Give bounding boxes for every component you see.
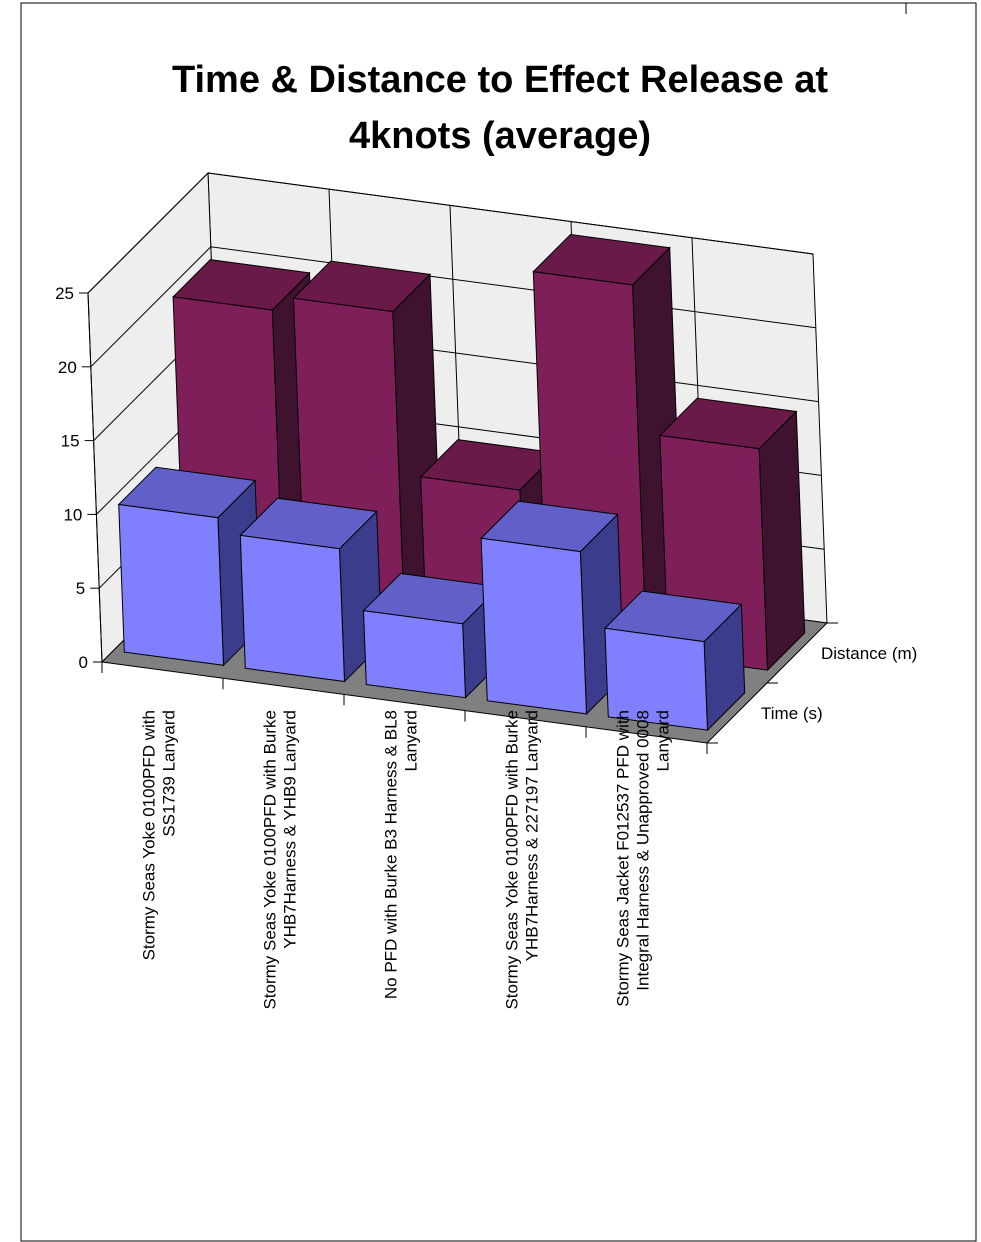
category-label: Stormy Seas Yoke 0100PFD with	[140, 710, 159, 960]
value-axis	[87, 292, 103, 663]
category-label: YHB7Harness & 227197 Lanyard	[523, 710, 542, 961]
chart-title-line: Time & Distance to Effect Release at	[172, 59, 828, 101]
category-label: SS1739 Lanyard	[160, 710, 179, 837]
bar-front-face	[604, 627, 709, 731]
value-tick-label: 15	[61, 432, 80, 451]
category-label: Lanyard	[654, 710, 673, 771]
value-tick-label: 0	[79, 653, 88, 672]
value-tick-label: 10	[63, 505, 82, 524]
category-label: Integral Harness & Unapproved 0008	[634, 710, 653, 991]
category-label: Stormy Seas Jacket F012537 PFD with	[614, 710, 633, 1007]
category-label: Stormy Seas Yoke 0100PFD with Burke	[261, 710, 280, 1010]
bar-front-face	[480, 537, 588, 715]
gridline	[87, 172, 814, 294]
chart-title-line: 4knots (average)	[349, 115, 651, 157]
value-tick-label: 5	[76, 579, 85, 598]
bar-front-face	[362, 610, 467, 699]
bar-time-1	[117, 466, 262, 667]
category-label: No PFD with Burke B3 Harness & BL8	[382, 710, 401, 999]
value-tick-label: 25	[55, 284, 74, 303]
bar-time-4	[480, 500, 625, 716]
bar-time-5	[603, 590, 746, 732]
value-tick-label: 20	[58, 358, 77, 377]
series-label: Time (s)	[761, 704, 823, 723]
category-label: YHB7Harness & YHB9 Lanyard	[281, 710, 300, 949]
bar-front-face	[239, 534, 346, 683]
bar-time-2	[239, 497, 383, 683]
series-label: Distance (m)	[821, 644, 917, 663]
bar-front-face	[118, 503, 225, 666]
category-label: Lanyard	[402, 710, 421, 771]
bar-time-3	[362, 572, 504, 699]
category-label: Stormy Seas Yoke 0100PFD with Burke	[503, 710, 522, 1010]
